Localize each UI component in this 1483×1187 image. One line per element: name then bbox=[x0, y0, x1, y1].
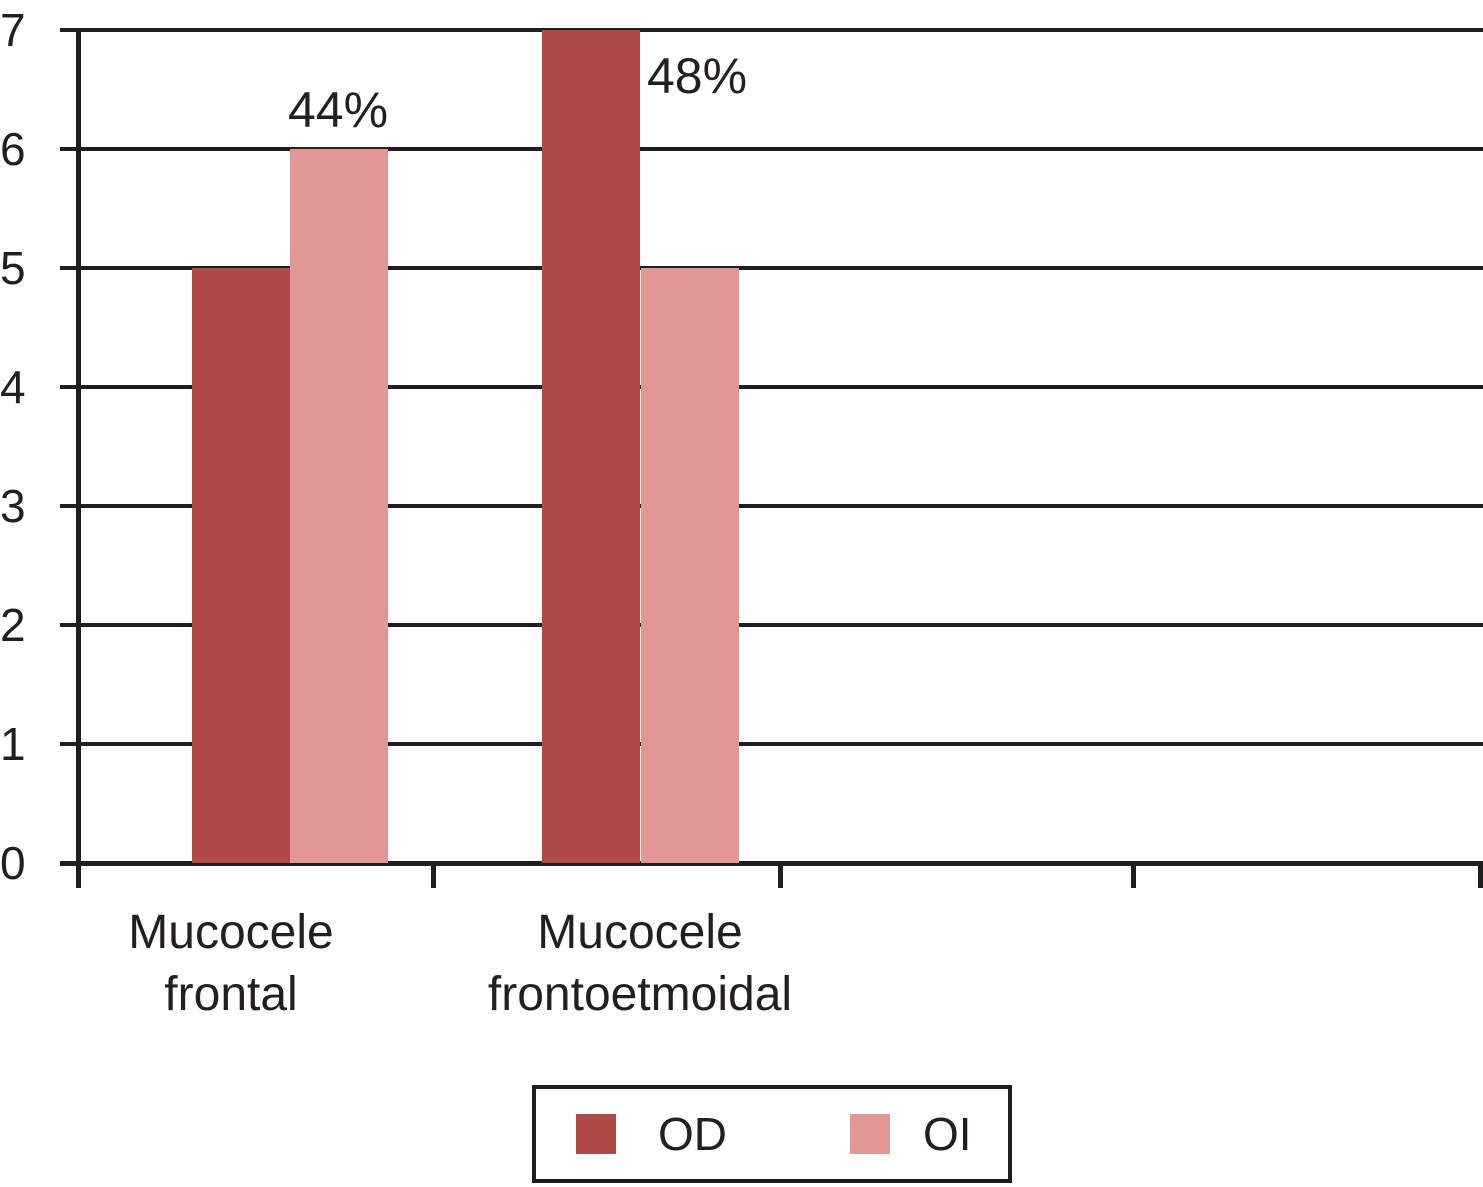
bar-oi-mucocele-frontal bbox=[290, 149, 388, 863]
x-axis-tick bbox=[1478, 863, 1483, 888]
bar-od-mucocele-frontoetmoidal bbox=[542, 30, 640, 863]
category-label-line: frontal bbox=[164, 968, 298, 1021]
x-axis-baseline bbox=[60, 861, 1483, 866]
y-tick-label-5: 5 bbox=[0, 242, 26, 294]
bar-od-mucocele-frontal bbox=[192, 268, 290, 863]
category-label-line: Mucocele bbox=[128, 906, 334, 959]
gridline bbox=[60, 385, 1483, 389]
legend-swatch-oi bbox=[850, 1114, 890, 1154]
legend-label-od: OD bbox=[658, 1108, 727, 1160]
gridline bbox=[60, 742, 1483, 746]
y-tick-label-1: 1 bbox=[0, 718, 26, 770]
y-tick-label-0: 0 bbox=[0, 837, 26, 889]
legend: OD OI bbox=[532, 1085, 1012, 1183]
gridline bbox=[60, 504, 1483, 508]
y-tick-label-2: 2 bbox=[0, 599, 26, 651]
y-tick-label-6: 6 bbox=[0, 123, 26, 175]
category-label-line: Mucocele bbox=[537, 906, 743, 959]
y-tick-label-7: 7 bbox=[0, 4, 26, 56]
gridline bbox=[60, 28, 1483, 32]
gridline bbox=[60, 147, 1483, 151]
y-axis-line bbox=[76, 30, 81, 888]
bar-oi-mucocele-frontoetmoidal bbox=[641, 268, 739, 863]
value-annotation-48pct: 48% bbox=[646, 48, 748, 104]
y-tick-label-3: 3 bbox=[0, 480, 26, 532]
category-label-mucocele-frontoetmoidal: Mucocele frontoetmoidal bbox=[380, 902, 900, 1026]
value-annotation-44pct: 44% bbox=[287, 82, 389, 138]
x-axis-tick bbox=[1131, 863, 1136, 888]
legend-swatch-od bbox=[576, 1114, 616, 1154]
gridline bbox=[60, 266, 1483, 270]
gridline bbox=[60, 623, 1483, 627]
x-axis-tick bbox=[431, 863, 436, 888]
x-axis-tick bbox=[778, 863, 783, 888]
category-label-mucocele-frontal: Mucocele frontal bbox=[0, 902, 491, 1026]
legend-label-oi: OI bbox=[923, 1108, 972, 1160]
y-tick-label-4: 4 bbox=[0, 361, 26, 413]
category-label-line: frontoetmoidal bbox=[487, 968, 793, 1021]
